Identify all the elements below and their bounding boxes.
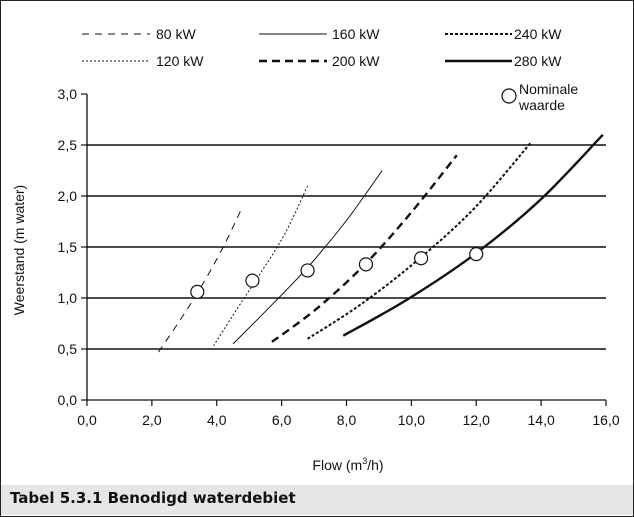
legend-nominal-marker [501, 88, 517, 104]
caption: Tabel 5.3.1 Benodigd waterdebiet [10, 489, 296, 507]
x-axis-label-sup: 3 [362, 456, 367, 466]
x-tick-label: 6,0 [272, 412, 292, 428]
x-axis-label-end: /h) [367, 457, 383, 473]
y-tick-label: 2,5 [58, 137, 78, 153]
series-line-280kw [342, 133, 604, 337]
x-tick-label: 14,0 [528, 412, 555, 428]
series-line-240kw [307, 141, 533, 340]
x-tick-label: 4,0 [207, 412, 227, 428]
x-tick-label: 2,0 [142, 412, 162, 428]
nominal-point [190, 284, 205, 299]
legend-nominal-label-1: Nominale [519, 81, 578, 97]
nominal-point [358, 257, 374, 272]
nominal-point [414, 251, 429, 266]
y-axis-label: Weerstand (m water) [11, 185, 27, 315]
y-tick-label: 0,5 [58, 341, 78, 357]
y-tick-label: 0,0 [58, 392, 78, 408]
x-axis-label-main: Flow (m [312, 457, 362, 473]
x-tick-label: 8,0 [337, 412, 357, 428]
series-line-80kw [157, 205, 244, 353]
nominal-point [300, 263, 315, 278]
series-line-120kw [213, 185, 309, 347]
nominal-point [469, 247, 484, 262]
grid-lines [87, 144, 606, 350]
y-tick-label: 3,0 [58, 86, 78, 102]
caption-bar [1, 485, 633, 515]
legend: 80 kW 120 kW 160 kW 200 kW 240 kW 280 kW Nomin… [82, 26, 578, 113]
legend-nominal-label-2: waarde [518, 97, 565, 113]
legend-label: 120 kW [156, 53, 204, 69]
x-tick-label: 12,0 [463, 412, 490, 428]
legend-label: 200 kW [332, 53, 380, 69]
series-line-200kw [271, 154, 458, 343]
legend-label: 160 kW [332, 26, 380, 42]
nominal-points [190, 247, 484, 299]
axes: 0,0 0,5 1,0 1,5 2,0 2,5 3,0 0,0 2,0 4,0 6,0 8,0 10,0… [58, 86, 620, 428]
nominal-point [245, 273, 260, 288]
x-tick-label: 0,0 [77, 412, 97, 428]
y-tick-label: 1,0 [58, 290, 78, 306]
y-tick-label: 1,5 [58, 239, 78, 255]
series-lines [157, 133, 604, 353]
legend-label: 280 kW [514, 53, 562, 69]
y-tick-label: 2,0 [58, 188, 78, 204]
x-tick-label: 10,0 [398, 412, 425, 428]
x-axis-label: Flow (m3/h) [312, 456, 383, 473]
legend-label: 80 kW [156, 26, 196, 42]
x-tick-label: 16,0 [592, 412, 619, 428]
legend-label: 240 kW [514, 26, 562, 42]
